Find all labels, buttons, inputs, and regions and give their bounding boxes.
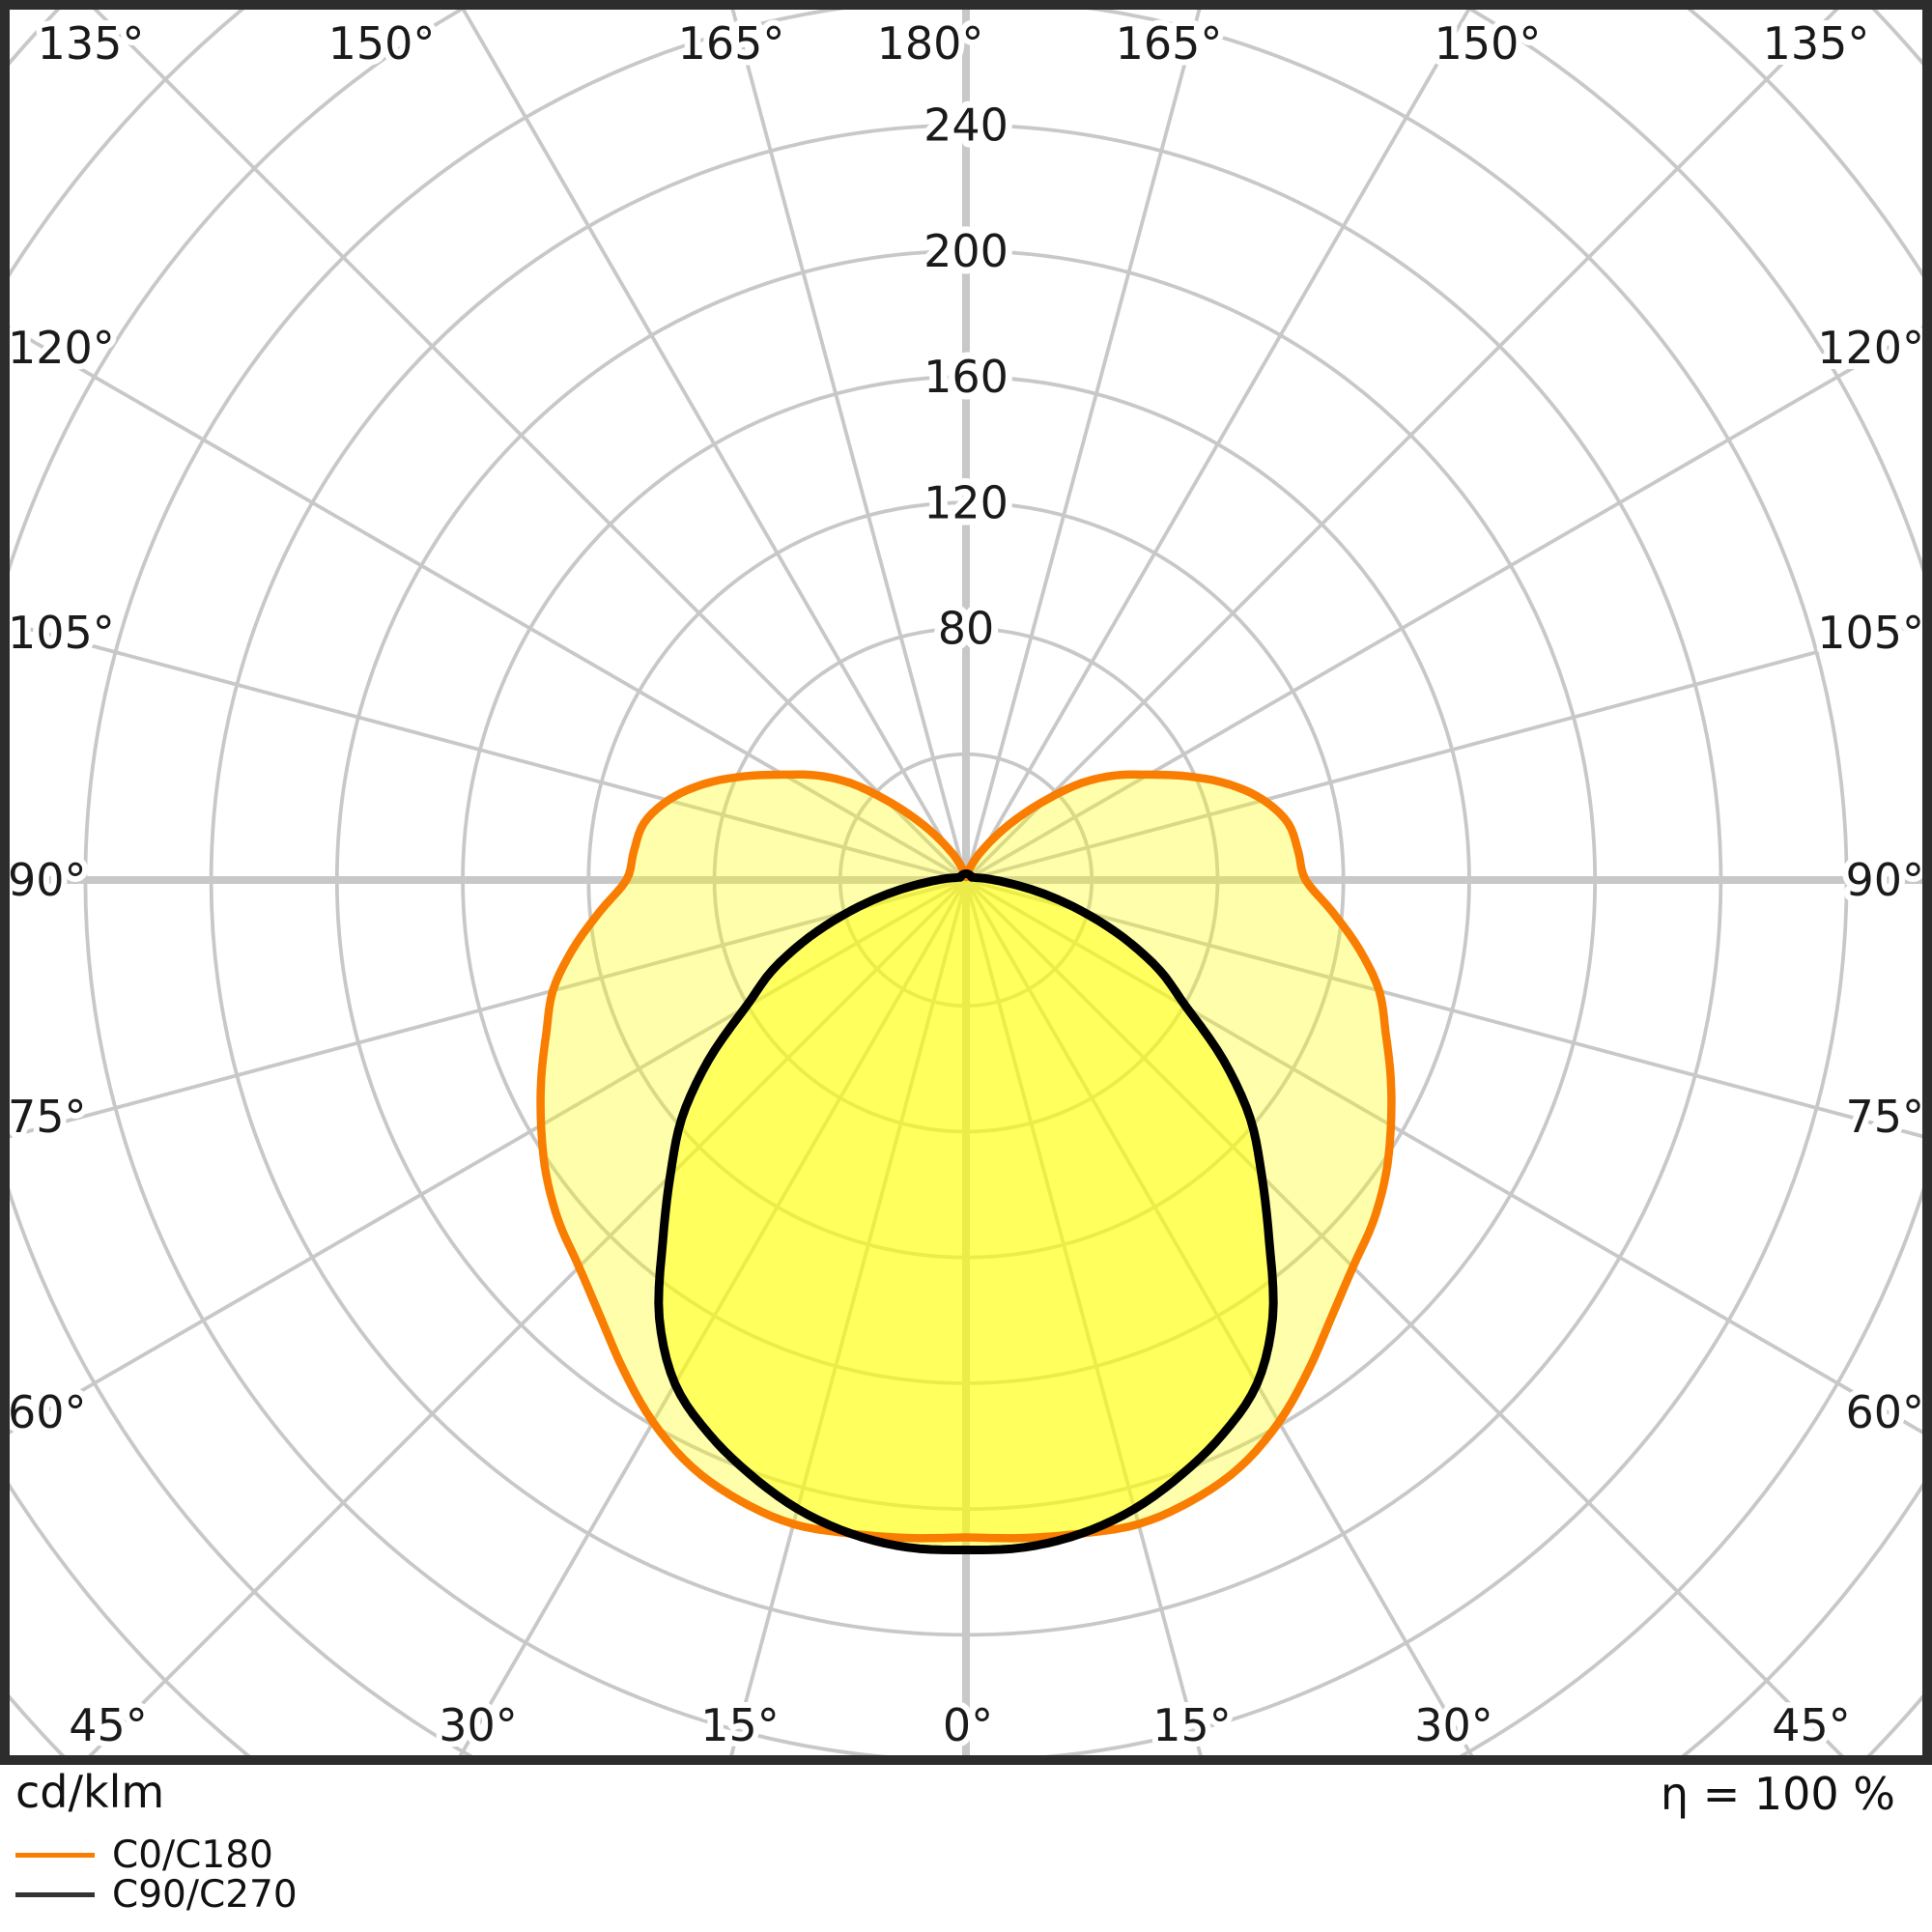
angle-label: 15° — [700, 1699, 780, 1751]
legend-item-c0: C0/C180 — [15, 1835, 298, 1875]
angle-label: 165° — [1116, 17, 1223, 70]
angle-label: 75° — [1845, 1091, 1924, 1143]
efficiency-label: η = 100 % — [1660, 1768, 1895, 1820]
angle-label: 165° — [678, 17, 785, 70]
angle-label: 150° — [328, 17, 436, 70]
angle-label: 0° — [943, 1699, 993, 1751]
angle-label: 90° — [1845, 854, 1924, 906]
c90-c270-curve — [654, 869, 1278, 1554]
angle-label: 120° — [1817, 322, 1924, 374]
legend-line-c90-icon — [15, 1892, 95, 1897]
angle-label: 60° — [1845, 1386, 1924, 1438]
legend: C0/C180 C90/C270 — [15, 1835, 298, 1915]
angle-label: 135° — [1763, 17, 1870, 70]
units-label: cd/klm — [15, 1766, 165, 1818]
angle-label: 60° — [8, 1386, 87, 1438]
c0-c180-fill — [540, 774, 1392, 1539]
radial-tick-label: 80 — [938, 603, 995, 655]
angle-label: 180° — [877, 17, 984, 70]
radial-tick-labels: 80 120 160 200 240 — [917, 93, 1015, 662]
angle-label: 120° — [8, 322, 115, 374]
radial-tick-label: 200 — [923, 225, 1009, 277]
angle-labels: 135° 150° 165° 180° 165° 150° 135° 120° 105° 90° 7… — [8, 12, 1924, 1755]
angle-label: 105° — [1817, 607, 1924, 659]
plot-frame — [0, 0, 1932, 1765]
angle-label: 45° — [1772, 1699, 1851, 1751]
legend-label-c0: C0/C180 — [112, 1833, 273, 1877]
angle-label: 15° — [1152, 1699, 1232, 1751]
angle-label: 135° — [38, 17, 145, 70]
angle-label: 75° — [8, 1091, 87, 1143]
angle-label: 90° — [8, 854, 87, 906]
legend-item-c90: C90/C270 — [15, 1875, 298, 1915]
radial-tick-label: 240 — [923, 99, 1009, 152]
angle-label: 105° — [8, 607, 115, 659]
angle-label: 30° — [1414, 1699, 1493, 1751]
angle-label: 150° — [1435, 17, 1542, 70]
radial-tick-label: 120 — [923, 476, 1009, 528]
angle-label: 45° — [69, 1699, 148, 1751]
radial-tick-label: 160 — [923, 351, 1009, 403]
legend-line-c0-icon — [15, 1853, 95, 1858]
c90-c270-fill — [658, 873, 1274, 1550]
c0-c180-curve — [536, 770, 1396, 1543]
angle-label: 30° — [439, 1699, 518, 1751]
legend-label-c90: C90/C270 — [112, 1873, 298, 1917]
